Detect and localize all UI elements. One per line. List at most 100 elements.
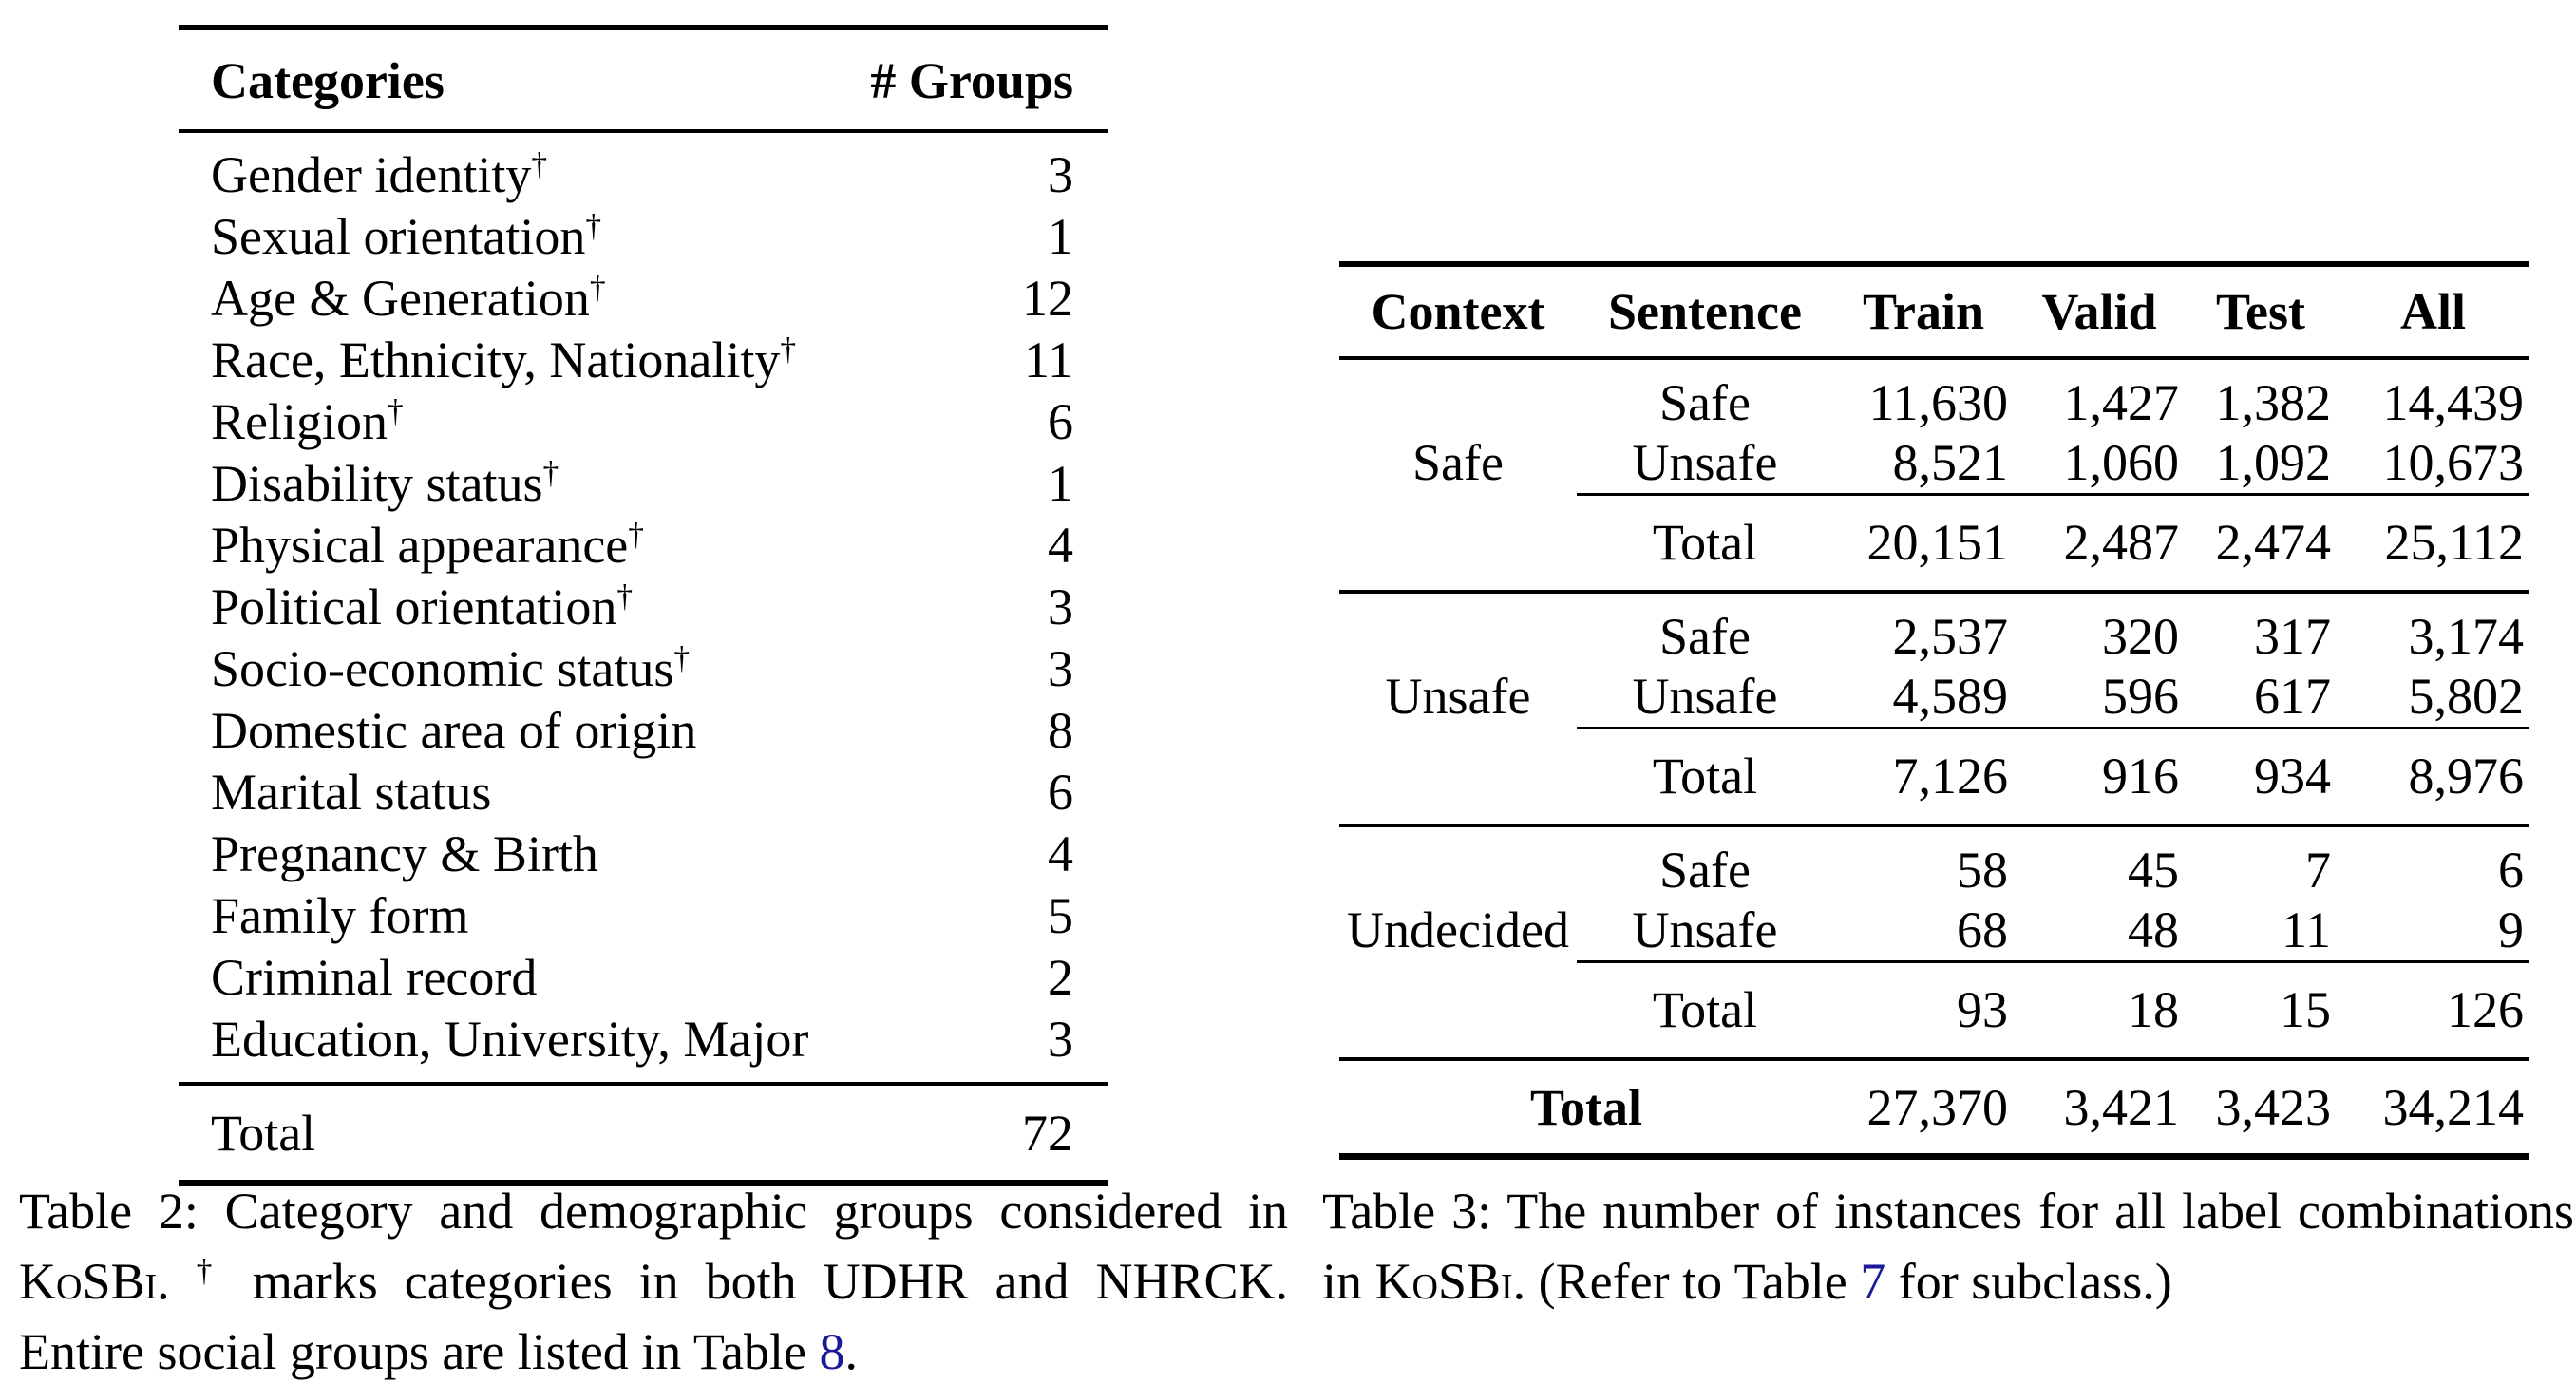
context-cell [1339,358,1577,433]
valid-value: 320 [2102,608,2179,665]
groups-value: 4 [1048,517,1073,574]
groups-value: 4 [1048,825,1073,882]
total-value: 72 [1022,1105,1073,1162]
total-label: Total [1577,493,1833,594]
valid-value: 18 [2014,960,2185,1061]
groups-value: 3 [853,1009,1108,1086]
all-value: 14,439 [2382,374,2525,431]
context-cell: Safe [1412,434,1504,491]
category-cell: Race, Ethnicity, Nationality† [211,332,797,388]
test-value: 11 [2282,901,2331,958]
all-value: 8,976 [2337,727,2529,827]
table-row: Religion† 6 [179,391,1108,453]
groups-value: 6 [1048,393,1073,450]
category-cell: Gender identity† [211,146,548,203]
caption-text: Table 2: Category and demographic groups… [19,1183,1288,1240]
col-header-test: Test [2185,264,2337,360]
total-label: Total [1577,960,1833,1061]
col-header-all: All [2337,264,2529,360]
sentence-cell: Unsafe [1632,668,1778,725]
dagger-mark: † [531,146,548,182]
table-row: Undecided Unsafe 68 48 11 9 [1339,900,2529,962]
sentence-cell: Unsafe [1632,901,1778,958]
valid-value: 3,421 [2063,1079,2180,1136]
test-value: 1,092 [2215,434,2332,491]
sentence-cell: Safe [1659,842,1751,899]
train-value: 93 [1833,960,2014,1061]
train-value: 27,370 [1866,1079,2009,1136]
test-value: 7 [2305,842,2331,899]
table-row: Safe Unsafe 8,521 1,060 1,092 10,673 [1339,433,2529,495]
test-value: 934 [2185,727,2337,827]
train-value: 20,151 [1833,493,2014,594]
context-cell [1339,494,1577,594]
grand-total-row: Total 27,370 3,421 3,423 34,214 [1339,1059,2529,1157]
table-row: Safe 11,630 1,427 1,382 14,439 [1339,358,2529,433]
test-value: 317 [2254,608,2331,665]
valid-value: 916 [2014,727,2185,827]
train-value: 2,537 [1892,608,2009,665]
dagger-mark: † [628,517,645,553]
train-value: 8,521 [1892,434,2009,491]
dagger-mark: † [196,1253,226,1289]
all-value: 126 [2337,960,2529,1061]
category-cell: Religion† [211,393,404,450]
table-3-header-row: Context Sentence Train Valid Test All [1339,264,2529,360]
category-cell: Family form [211,887,469,944]
category-cell: Sexual orientation† [211,208,602,265]
table-row: Gender identity† 3 [179,131,1108,206]
col-header-sentence: Sentence [1577,264,1833,360]
kosbi-smallcaps: KoSBi [1374,1253,1513,1310]
table-3-caption: Table 3: The number of instances for all… [1322,1183,2574,1310]
total-label: Total [1577,727,1833,827]
category-cell: Physical appearance† [211,517,645,574]
category-cell: Disability status† [211,455,559,512]
category-cell: Education, University, Major [179,1009,854,1086]
groups-value: 2 [1048,949,1073,1006]
context-cell [1339,961,1577,1061]
valid-value: 48 [2128,901,2179,958]
table-8-link[interactable]: 8 [819,1323,845,1380]
context-cell [1339,825,1577,900]
block-total-row: Total 7,126 916 934 8,976 [1339,727,2529,827]
all-value: 9 [2498,901,2524,958]
col-header-context: Context [1339,264,1577,360]
table-row: Safe 58 45 7 6 [1339,825,2529,900]
all-value: 6 [2498,842,2524,899]
dagger-mark: † [585,208,602,244]
sentence-cell: Safe [1659,608,1751,665]
block-total-row: Total 93 18 15 126 [1339,960,2529,1061]
table-row: Unsafe Unsafe 4,589 596 617 5,802 [1339,667,2529,729]
valid-value: 596 [2102,668,2179,725]
table-row: Physical appearance† 4 [179,515,1108,577]
table-row: Safe 2,537 320 317 3,174 [1339,592,2529,667]
category-cell: Pregnancy & Birth [211,825,598,882]
train-value: 11,630 [1868,374,2009,431]
context-cell [1339,728,1577,827]
table-row: Pregnancy & Birth 4 [179,824,1108,885]
valid-value: 45 [2128,842,2179,899]
sentence-cell: Unsafe [1632,434,1778,491]
train-value: 7,126 [1833,727,2014,827]
table-7-link[interactable]: 7 [1860,1253,1886,1310]
kosbi-smallcaps: KoSBi [19,1253,158,1310]
category-cell: Criminal record [211,949,538,1006]
grand-total-label: Total [1529,1079,1643,1136]
table-2-header-row: Categories # Groups [179,28,1108,133]
col-header-groups: # Groups [853,28,1108,133]
all-value: 5,802 [2408,668,2525,725]
all-value: 10,673 [2382,434,2525,491]
dagger-mark: † [542,455,559,491]
context-cell: Unsafe [1385,668,1531,725]
block-total-row: Total 20,151 2,487 2,474 25,112 [1339,493,2529,594]
context-cell: Undecided [1347,901,1569,958]
category-cell: Domestic area of origin [211,702,697,759]
groups-value: 1 [1048,455,1073,512]
test-value: 617 [2254,668,2331,725]
table-row: Age & Generation† 12 [179,268,1108,330]
test-value: 3,423 [2215,1079,2332,1136]
table-2-caption: Table 2: Category and demographic groups… [19,1183,1289,1380]
valid-value: 2,487 [2014,493,2185,594]
groups-value: 8 [1048,702,1073,759]
